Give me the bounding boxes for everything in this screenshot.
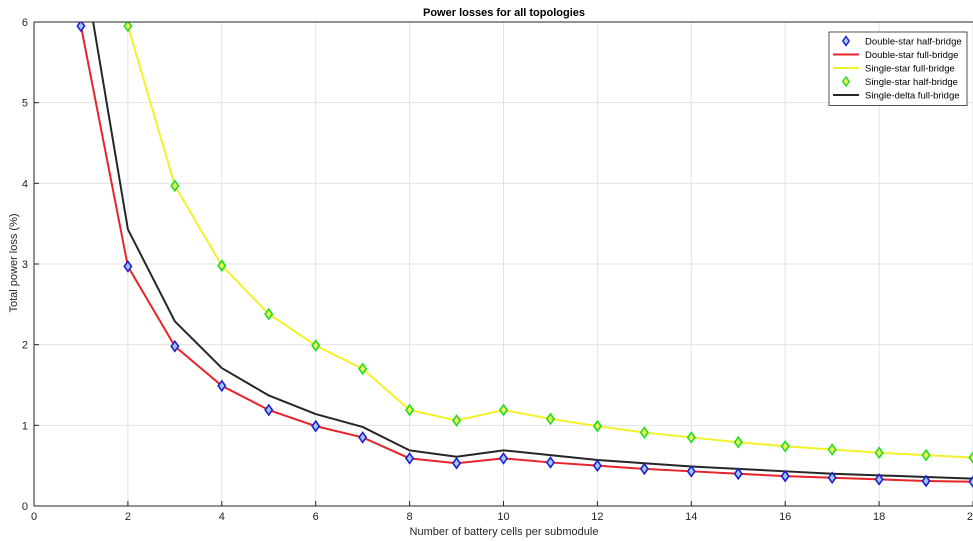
x-tick-label: 16 xyxy=(779,511,791,523)
x-axis-label: Number of battery cells per submodule xyxy=(410,526,599,538)
legend-entry-label: Double-star half-bridge xyxy=(865,37,962,48)
legend-entry-label: Single-star half-bridge xyxy=(865,77,958,88)
x-tick-label: 4 xyxy=(219,511,225,523)
x-tick-label: 8 xyxy=(407,511,413,523)
y-tick-label: 1 xyxy=(22,420,28,432)
x-tick-label: 14 xyxy=(685,511,697,523)
x-tick-label: 6 xyxy=(313,511,319,523)
legend: Double-star half-bridge Double-star full-… xyxy=(829,32,967,106)
y-tick-label: 2 xyxy=(22,340,28,352)
y-tick-label: 0 xyxy=(22,501,28,513)
chart-title: Power losses for all topologies xyxy=(423,7,585,19)
x-tick-label: 0 xyxy=(31,511,37,523)
legend-entry-label: Double-star full-bridge xyxy=(865,50,958,61)
legend-entry-label: Single-star full-bridge xyxy=(865,64,955,75)
x-tick-label: 2 xyxy=(125,511,131,523)
legend-entry-label: Single-delta full-bridge xyxy=(865,91,960,102)
x-tick-label: 20 xyxy=(967,511,973,523)
y-tick-label: 4 xyxy=(22,178,28,190)
x-tick-label: 12 xyxy=(591,511,603,523)
y-tick-label: 6 xyxy=(22,17,28,29)
x-tick-label: 10 xyxy=(497,511,509,523)
y-axis-label: Total power loss (%) xyxy=(8,213,20,312)
y-tick-label: 5 xyxy=(22,98,28,110)
y-tick-label: 3 xyxy=(22,259,28,271)
x-tick-label: 18 xyxy=(873,511,885,523)
